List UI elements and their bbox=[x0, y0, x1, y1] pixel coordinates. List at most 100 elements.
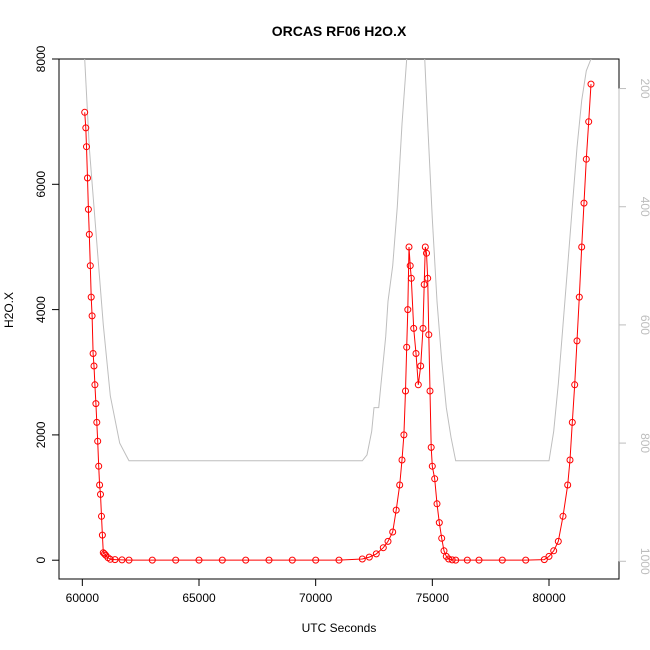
h2o-point bbox=[84, 174, 91, 182]
y-tick-label: 6000 bbox=[34, 171, 48, 198]
h2o-point bbox=[392, 506, 400, 514]
h2o-point bbox=[106, 555, 114, 563]
h2o-point bbox=[452, 556, 460, 564]
h2o-point bbox=[96, 481, 104, 489]
h2o-point bbox=[573, 337, 581, 345]
h2o-point bbox=[433, 500, 441, 508]
h2o-point bbox=[379, 544, 387, 552]
h2o-point bbox=[475, 556, 483, 564]
h2o-point bbox=[405, 243, 413, 251]
plot-area bbox=[81, 59, 595, 564]
h2o-point bbox=[86, 262, 94, 270]
h2o-point bbox=[420, 281, 428, 288]
h2o-point bbox=[566, 456, 574, 464]
h2o-point bbox=[402, 387, 409, 395]
y-axis: 0 2000 4000 6000 8000 bbox=[34, 45, 60, 564]
h2o-point bbox=[118, 556, 126, 564]
h2o-point bbox=[92, 400, 100, 408]
h2o-point bbox=[559, 512, 567, 520]
h2o-point bbox=[83, 143, 90, 151]
h2o-point bbox=[424, 274, 432, 282]
h2o-point bbox=[389, 528, 397, 536]
h2o-point bbox=[423, 249, 430, 257]
h2o-point bbox=[431, 475, 439, 483]
y2-tick-label: 800 bbox=[638, 433, 650, 453]
h2o-point bbox=[195, 556, 203, 564]
h2o-point bbox=[398, 456, 406, 464]
h2o-point bbox=[435, 519, 443, 527]
h2o-point bbox=[571, 381, 579, 389]
h2o-point bbox=[585, 118, 593, 126]
h2o-point bbox=[417, 362, 425, 370]
h2o-point bbox=[288, 556, 296, 564]
y2-tick-label: 400 bbox=[638, 197, 650, 217]
h2o-point bbox=[587, 80, 595, 88]
y-axis-label: H2O.X bbox=[2, 292, 16, 328]
h2o-point bbox=[582, 155, 590, 163]
x-axis: 60000 65000 70000 75000 80000 bbox=[66, 578, 566, 605]
h2o-point bbox=[335, 556, 343, 564]
h2o-point bbox=[463, 556, 471, 564]
h2o-point bbox=[89, 350, 97, 357]
x-tick-label: 75000 bbox=[416, 591, 450, 605]
h2o-point bbox=[564, 481, 572, 489]
y2-tick-label: 200 bbox=[638, 79, 650, 99]
y-tick-label: 0 bbox=[34, 557, 48, 564]
plot-frame bbox=[58, 58, 620, 580]
series-layer bbox=[81, 59, 595, 564]
h2o-point bbox=[406, 262, 414, 270]
h2o-line bbox=[84, 84, 592, 561]
h2o-point bbox=[265, 556, 273, 564]
h2o-point bbox=[438, 534, 446, 542]
h2o-point bbox=[84, 205, 92, 213]
pressure-line bbox=[84, 59, 592, 462]
h2o-point bbox=[448, 556, 456, 564]
h2o-point bbox=[172, 556, 180, 564]
h2o-point bbox=[101, 550, 108, 558]
h2o-point bbox=[97, 490, 104, 498]
h2o-point bbox=[540, 556, 548, 564]
y2-axis: 200 400 600 800 1000 bbox=[618, 79, 650, 575]
h2o-point bbox=[358, 555, 366, 563]
h2o-point bbox=[554, 537, 562, 545]
h2o-point bbox=[98, 531, 106, 539]
h2o-point bbox=[498, 556, 506, 564]
h2o-point bbox=[372, 550, 380, 558]
h2o-point bbox=[575, 293, 583, 301]
h2o-point bbox=[95, 462, 103, 470]
h2o-point bbox=[410, 324, 418, 332]
h2o-point bbox=[242, 556, 250, 564]
h2o-point bbox=[580, 199, 588, 207]
h2o-point bbox=[578, 243, 586, 251]
h2o-point bbox=[427, 443, 435, 451]
h2o-point bbox=[400, 431, 408, 439]
h2o-point bbox=[111, 556, 119, 564]
y-tick-label: 4000 bbox=[34, 296, 48, 323]
h2o-point bbox=[445, 555, 453, 563]
h2o-point bbox=[425, 331, 433, 339]
h2o-point bbox=[125, 556, 133, 564]
h2o-point bbox=[545, 552, 553, 560]
x-tick-label: 70000 bbox=[299, 591, 333, 605]
h2o-point bbox=[403, 343, 411, 351]
h2o-point bbox=[87, 293, 95, 301]
h2o-point bbox=[98, 512, 105, 520]
y2-tick-label: 600 bbox=[638, 315, 650, 335]
h2o-point bbox=[94, 437, 102, 445]
h2o-point bbox=[365, 553, 373, 561]
x-tick-label: 80000 bbox=[532, 591, 566, 605]
h2o-point bbox=[568, 418, 576, 426]
y-tick-label: 2000 bbox=[34, 421, 48, 448]
h2o-point bbox=[148, 556, 156, 564]
h2o-point bbox=[426, 387, 434, 395]
h2o-point bbox=[419, 324, 427, 332]
h2o-point bbox=[404, 306, 412, 314]
h2o-point bbox=[414, 381, 422, 389]
h2o-point bbox=[407, 274, 415, 282]
h2o-point bbox=[93, 418, 101, 426]
h2o-point bbox=[91, 381, 99, 389]
h2o-point bbox=[384, 537, 392, 545]
h2o-point bbox=[412, 350, 420, 357]
x-axis-label: UTC Seconds bbox=[302, 621, 377, 635]
